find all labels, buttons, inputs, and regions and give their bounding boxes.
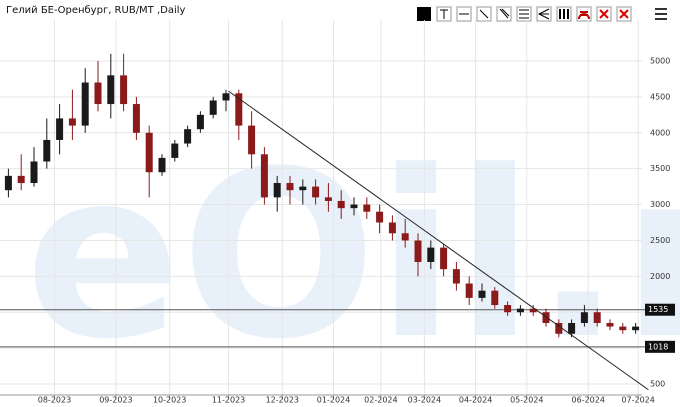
- candle-body: [209, 100, 217, 115]
- candle-body: [337, 200, 345, 209]
- candle-body: [196, 114, 204, 130]
- candle-body: [516, 308, 524, 313]
- tool-bars-icon: [559, 9, 569, 19]
- x-tick-label: 08-2023: [38, 396, 71, 405]
- candle-body: [184, 129, 192, 144]
- candle-body: [171, 143, 179, 158]
- candle-body: [606, 323, 614, 327]
- trend-line: [228, 90, 649, 391]
- tool-text-icon: [440, 9, 448, 19]
- candle-body: [452, 269, 460, 284]
- candle-body: [235, 93, 243, 126]
- candle-body: [68, 118, 76, 126]
- menu-button[interactable]: [655, 8, 667, 20]
- tool-delete-icon: [599, 9, 609, 19]
- tool-fan-icon: [537, 8, 550, 20]
- candle-body: [107, 75, 115, 105]
- candle-body: [465, 283, 473, 298]
- candle-body: [401, 233, 409, 241]
- x-tick-label: 12-2023: [266, 396, 299, 405]
- tool-square[interactable]: [417, 7, 431, 21]
- candle-body: [299, 186, 307, 191]
- x-tick-label: 04-2024: [459, 396, 492, 405]
- x-tick-label: 09-2023: [99, 396, 132, 405]
- candle-body: [273, 183, 281, 198]
- candle-body: [388, 222, 396, 234]
- x-tick-label: 10-2023: [153, 396, 186, 405]
- level-label-box: [645, 303, 675, 316]
- chart-title: Гелий БЕ-Оренбург, RUB/MT ,Daily: [6, 5, 186, 16]
- candle-body: [120, 75, 128, 105]
- y-tick-label: 500: [650, 380, 665, 389]
- x-tick-label: 11-2023: [212, 396, 245, 405]
- candle-body: [440, 247, 448, 270]
- level-label: 1535: [648, 305, 668, 314]
- candle-body: [158, 157, 166, 173]
- tool-delete-all-icon: [619, 9, 629, 19]
- x-tick-label: 02-2024: [364, 396, 397, 405]
- candle-body: [17, 175, 25, 184]
- y-tick-label: 2000: [650, 272, 670, 281]
- candle-body: [478, 290, 486, 298]
- tool-channel-icon: [519, 9, 529, 19]
- y-tick-label: 3000: [650, 200, 670, 209]
- x-tick-label: 05-2024: [510, 396, 543, 405]
- candle-body: [376, 211, 384, 223]
- watermark: eOil.ru: [25, 123, 680, 390]
- y-tick-label: 3500: [650, 164, 670, 173]
- tool-line-icon: [479, 9, 489, 19]
- y-tick-label: 5000: [650, 56, 670, 65]
- tool-ray-icon: [499, 8, 510, 19]
- candle-body: [94, 82, 102, 105]
- tool-arc-icon: [578, 11, 590, 20]
- candle-body: [260, 154, 268, 198]
- candle-body: [324, 197, 332, 201]
- candle-body: [81, 82, 89, 126]
- x-tick-label: 06-2024: [572, 396, 605, 405]
- candle-body: [4, 175, 12, 191]
- candle-body: [593, 312, 601, 324]
- candle-body: [132, 104, 140, 133]
- candle-body: [491, 290, 499, 306]
- candle-body: [580, 312, 588, 324]
- candle-body: [542, 312, 550, 324]
- y-tick-label: 4500: [650, 92, 670, 101]
- level-label-box: [645, 340, 675, 353]
- candle-body: [43, 139, 51, 162]
- toolbar: [417, 6, 667, 22]
- candle-body: [30, 161, 38, 184]
- candle-body: [350, 204, 358, 209]
- level-label: 1018: [648, 342, 668, 351]
- y-tick-label: 2500: [650, 236, 670, 245]
- candle-body: [619, 326, 627, 331]
- candle-body: [568, 323, 576, 334]
- candle-body: [248, 125, 256, 155]
- y-tick-label: 4000: [650, 128, 670, 137]
- candle-body: [312, 186, 320, 198]
- candle-body: [145, 132, 153, 173]
- x-tick-label: 03-2024: [408, 396, 441, 405]
- x-tick-label: 07-2024: [621, 396, 654, 405]
- candle-body: [56, 118, 64, 140]
- candle-body: [286, 183, 294, 191]
- x-tick-label: 01-2024: [317, 396, 350, 405]
- candle-body: [222, 93, 230, 101]
- candle-body: [632, 326, 640, 331]
- candle-body: [414, 240, 422, 262]
- candle-body: [363, 204, 371, 212]
- candle-body: [555, 323, 563, 334]
- candle-body: [529, 308, 537, 313]
- candle-body: [504, 305, 512, 313]
- candle-body: [427, 247, 435, 262]
